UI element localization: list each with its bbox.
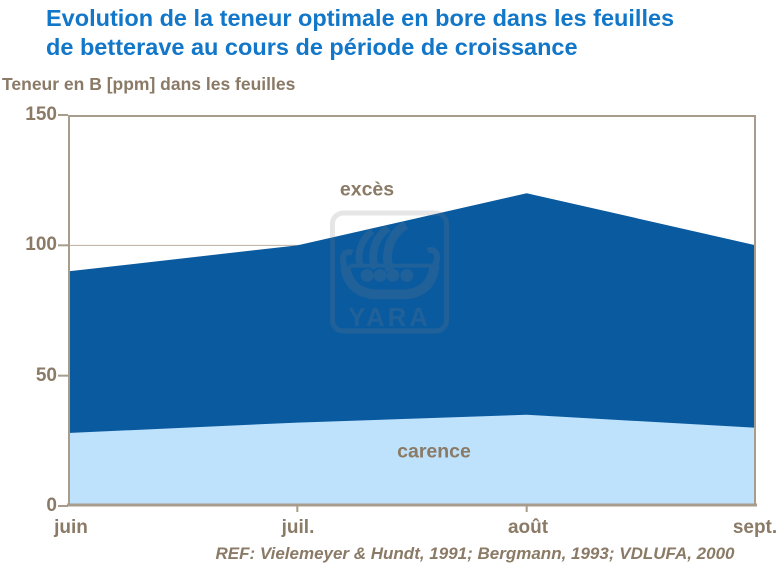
y-axis-title: Teneur en B [ppm] dans les feuilles (2, 74, 296, 94)
watermark-frame (329, 210, 450, 334)
x-tick-label-aout: août (507, 517, 549, 538)
x-tick-label-sept: sept. (732, 517, 778, 538)
zone-label-carence: carence (397, 440, 471, 463)
y-tick-label-50: 50 (35, 364, 57, 386)
page-title-line-2: de betterave au cours de période de croi… (46, 34, 578, 60)
x-tick-label-juin: juin (54, 517, 88, 538)
reference-text: REF: Vielemeyer & Hundt, 1991; Bergmann,… (215, 544, 735, 563)
viking-ship-shields-icon (360, 269, 414, 282)
yara-logo-icon: YARA (329, 210, 450, 334)
viking-ship-hull-icon (340, 247, 440, 300)
page-title: Evolution de la teneur optimale en bore … (46, 4, 766, 62)
y-tick-label-100: 100 (25, 234, 57, 256)
area-carence (68, 414, 756, 506)
plot-area: 150 100 50 0 juin juil. août sept. excès… (25, 104, 777, 538)
zone-label-exces: excès (339, 178, 395, 201)
page-title-line-1: Evolution de la teneur optimale en bore … (46, 5, 675, 31)
x-tick-label-juil: juil. (281, 517, 315, 538)
area-chart (58, 114, 757, 512)
y-tick-label-150: 150 (25, 104, 57, 125)
yara-watermark: YARA (328, 209, 451, 335)
y-tick-label-0: 0 (46, 495, 57, 516)
watermark-text: YARA (348, 304, 431, 332)
